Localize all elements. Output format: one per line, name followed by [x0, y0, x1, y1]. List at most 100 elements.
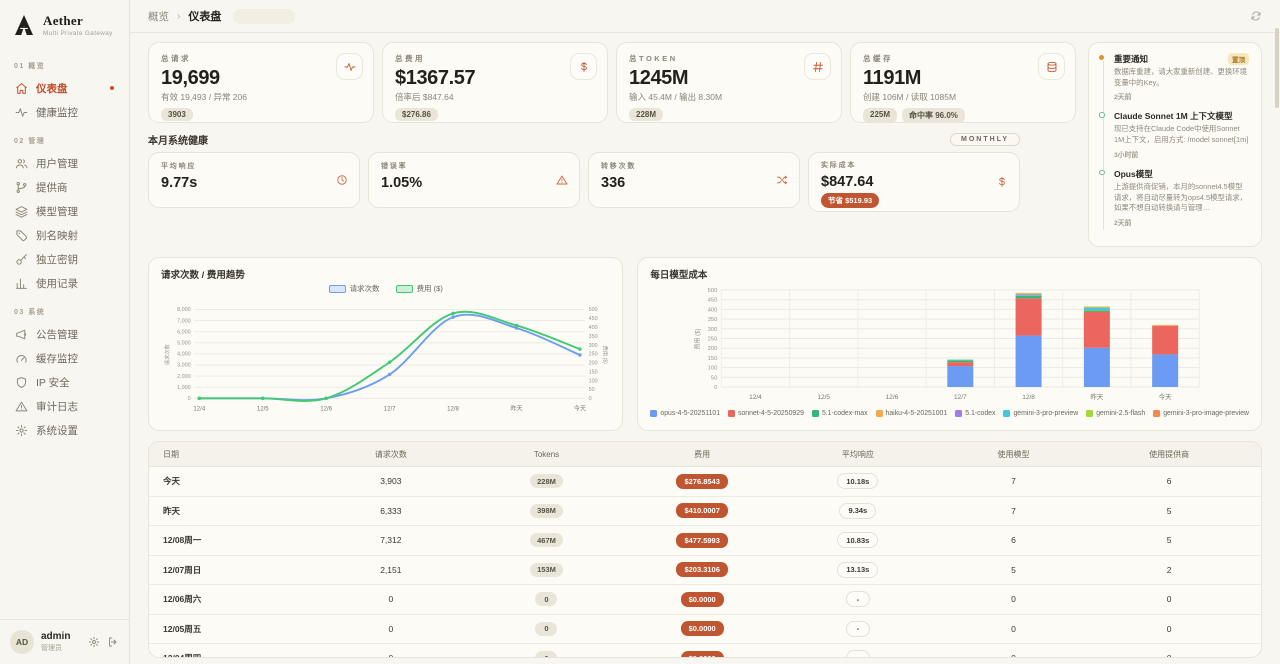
table-row[interactable]: 12/08周一 7,312 467M $477.5993 10.83s 6 5: [149, 526, 1261, 556]
legend-item-gemini-3-pro-preview[interactable]: gemini-3-pro-preview: [1003, 410, 1078, 418]
dashboard-icon: [16, 82, 27, 94]
svg-text:12/4: 12/4: [750, 394, 763, 401]
stat-icon-box: [1038, 53, 1065, 80]
sidebar-item-健康监控[interactable]: 健康监控: [10, 100, 119, 124]
sidebar-item-审计日志[interactable]: 审计日志: [10, 394, 119, 418]
notification-dot: [110, 86, 114, 90]
sidebar-item-IP 安全[interactable]: IP 安全: [10, 370, 119, 394]
legend-item-haiku-4-5-20251001[interactable]: haiku-4-5-20251001: [875, 410, 947, 418]
logout-icon[interactable]: [107, 636, 119, 648]
sidebar-item-用户管理[interactable]: 用户管理: [10, 151, 119, 175]
sidebar-item-使用记录[interactable]: 使用记录: [10, 271, 119, 295]
table-row[interactable]: 12/04周四00$0.0000-00: [149, 644, 1261, 658]
svg-text:150: 150: [708, 356, 718, 362]
health-value: $847.64: [821, 174, 874, 190]
legend-item-5.1-codex-max[interactable]: 5.1-codex-max: [811, 410, 868, 418]
table-row[interactable]: 12/06周六 0 0 $0.0000 - 0 0: [149, 585, 1261, 615]
sidebar-item-独立密钥[interactable]: 独立密钥: [10, 247, 119, 271]
svg-text:昨天: 昨天: [510, 405, 522, 413]
notice-time: 2天前: [1114, 220, 1132, 228]
sidebar-nav: 01 概览仪表盘 健康监控 02 管理用户管理 提供商 模型管理 别名映射 独立密钥 使用记录…: [0, 47, 129, 619]
notice-item[interactable]: Claude Sonnet 1M 上下文模型 现已支持在Claude Code中使…: [1099, 110, 1249, 159]
cell-requests: 3,903: [380, 476, 402, 487]
cost-badge: $477.5993: [676, 532, 728, 548]
app-logo[interactable]: Aether Multi Private Gateway: [0, 0, 129, 47]
svg-text:400: 400: [589, 325, 598, 331]
svg-text:50: 50: [589, 387, 595, 393]
legend-label: 5.1-codex: [965, 410, 996, 418]
sidebar-item-缓存监控[interactable]: 缓存监控: [10, 346, 119, 370]
cost-badge: $0.0000: [680, 621, 724, 637]
activity-icon: [15, 107, 28, 117]
avg-response-badge: -: [845, 650, 870, 658]
notice-item[interactable]: 重要通知 置顶 数据库重建，请大家重新创建、更换环境变量中的Key。 2天前: [1099, 53, 1249, 101]
tokens-badge: 228M: [530, 474, 563, 489]
legend-item-gemini-2.5-flash[interactable]: gemini-2.5-flash: [1086, 410, 1145, 418]
sidebar-item-label: IP 安全: [36, 376, 70, 389]
line-chart-legend: 请求次数 费用 ($): [161, 283, 610, 294]
tag-icon: [16, 229, 28, 241]
table-row[interactable]: 昨天 6,333 398M $410.0007 9.34s 7 5: [149, 497, 1261, 527]
settings-gear-icon[interactable]: [88, 636, 100, 648]
stat-card-总费用: 总费用 $1367.57 倍率后 $847.64 $276.86: [382, 42, 608, 123]
svg-text:7,000: 7,000: [177, 318, 190, 324]
sidebar-item-模型管理[interactable]: 模型管理: [10, 199, 119, 223]
cell-providers: 0: [1091, 653, 1247, 657]
legend-item-sonnet-4-5-20250929[interactable]: sonnet-4-5-20250929: [728, 410, 804, 418]
sidebar-item-仪表盘[interactable]: 仪表盘: [10, 76, 119, 100]
app-tagline: Multi Private Gateway: [43, 30, 113, 37]
column-header-费用: 费用: [694, 449, 711, 459]
notice-item[interactable]: Opus模型 上游提供商促销，本月的sonnet4.5模型请求，将自动尽量转为op…: [1099, 168, 1249, 228]
key-icon: [16, 253, 27, 265]
legend-swatch: [1086, 410, 1094, 418]
bar-chart-title: 每日模型成本: [650, 270, 708, 282]
sidebar-item-label: 系统设置: [36, 424, 78, 437]
table-row[interactable]: 12/07周日 2,151 153M $203.3106 13.13s 5 2: [149, 556, 1261, 586]
svg-text:200: 200: [589, 361, 598, 367]
table-row[interactable]: 12/05周五 0 0 $0.0000 - 0 0: [149, 615, 1261, 645]
avg-response-badge: 9.34s: [839, 502, 877, 519]
svg-text:100: 100: [589, 378, 598, 384]
sidebar-item-label: 公告管理: [36, 328, 78, 341]
stat-badge: 228M: [629, 108, 664, 121]
dollar-icon: [999, 177, 1005, 187]
cell-providers: 5: [1166, 505, 1172, 516]
health-card-实际成本: 实际成本 $847.64 节省 $519.93: [808, 152, 1020, 212]
breadcrumb-parent[interactable]: 概览: [148, 10, 169, 23]
sidebar-item-别名映射[interactable]: 别名映射: [10, 223, 119, 247]
main-area: 概览 › 仪表盘 总请求 19,699 有效 19,493 / 异常 206 3903…: [130, 0, 1280, 664]
stat-subtext: 创建 106M / 读取 1085M: [863, 92, 957, 102]
legend-swatch: [395, 284, 413, 293]
stat-value: $1367.57: [395, 67, 476, 89]
sidebar-item-提供商[interactable]: 提供商: [10, 175, 119, 199]
sidebar-section-label: 01 概览: [14, 63, 46, 70]
megaphone-icon: [16, 329, 27, 339]
health-label: 转移次数: [601, 163, 637, 170]
cell-providers: 5: [1166, 535, 1172, 546]
legend-item-5.1-codex[interactable]: 5.1-codex: [955, 410, 996, 418]
cell-models: 0: [1011, 623, 1016, 634]
column-header-使用提供商: 使用提供商: [1149, 449, 1190, 459]
sidebar-item-系统设置[interactable]: 系统设置: [10, 418, 119, 442]
health-icon-box: [996, 176, 1008, 188]
monthly-pill[interactable]: MONTHLY: [950, 133, 1020, 146]
avg-response-badge: 10.83s: [837, 532, 879, 549]
sidebar-item-公告管理[interactable]: 公告管理: [10, 322, 119, 346]
scrollbar[interactable]: [1275, 28, 1279, 108]
svg-text:昨天: 昨天: [1091, 392, 1105, 401]
legend-label: gemini-3-pro-image-preview: [1163, 410, 1249, 418]
sidebar-section-label: 02 管理: [14, 138, 46, 145]
legend-item-请求次数[interactable]: 请求次数: [328, 283, 380, 294]
legend-item-opus-4-5-20251101[interactable]: opus-4-5-20251101: [650, 410, 720, 418]
column-header-日期: 日期: [163, 449, 179, 459]
svg-text:费用 ($): 费用 ($): [694, 329, 702, 350]
pinned-badge: 置顶: [1228, 53, 1249, 65]
stat-subtext: 倍率后 $847.64: [395, 92, 454, 102]
table-row[interactable]: 今天 3,903 228M $276.8543 10.18s 7 6: [149, 467, 1261, 497]
chart-bars-icon: [16, 278, 27, 289]
legend-item-gemini-3-pro-image-preview[interactable]: gemini-3-pro-image-preview: [1153, 410, 1249, 418]
stats-grid: 总请求 19,699 有效 19,493 / 异常 206 3903 总费用 $1367.…: [148, 42, 1076, 123]
legend-item-费用 ($)[interactable]: 费用 ($): [395, 283, 443, 294]
refresh-icon[interactable]: [1250, 10, 1262, 22]
avg-response-badge: 13.13s: [837, 561, 879, 578]
